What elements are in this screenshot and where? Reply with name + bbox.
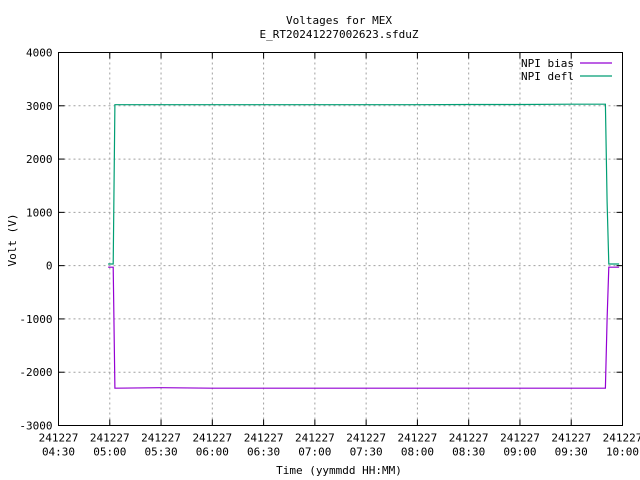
y-tick-label: -2000 [19, 366, 52, 379]
x-axis: 24122704:3024122705:0024122705:302412270… [39, 52, 640, 459]
x-tick-label-date: 241227 [346, 432, 386, 445]
x-tick-label-time: 09:30 [555, 446, 588, 459]
x-tick-label-time: 10:00 [606, 446, 639, 459]
y-tick-label: -3000 [19, 420, 52, 433]
y-tick-label: 3000 [26, 100, 53, 113]
x-tick-label-date: 241227 [500, 432, 540, 445]
x-tick-label-time: 05:30 [144, 446, 177, 459]
chart-title: Voltages for MEX [286, 14, 392, 27]
legend-label-npi-bias: NPI bias [521, 57, 574, 70]
x-tick-label-date: 241227 [244, 432, 284, 445]
series-line-npi-defl [108, 103, 620, 265]
x-tick-label-date: 241227 [192, 432, 232, 445]
x-tick-label-time: 09:00 [503, 446, 536, 459]
x-tick-label-date: 241227 [295, 432, 335, 445]
x-tick-label-date: 241227 [39, 432, 79, 445]
plot-border [58, 52, 623, 426]
legend: NPI bias NPI defl [521, 57, 612, 83]
x-tick-label-time: 07:30 [350, 446, 383, 459]
x-tick-label-time: 06:00 [196, 446, 229, 459]
y-tick-label: 2000 [26, 153, 53, 166]
x-tick-label-date: 241227 [603, 432, 640, 445]
y-axis: -3000 -2000 -1000 0 1000 2000 3000 4000 [19, 47, 623, 433]
grid [58, 52, 623, 426]
x-tick-label-time: 08:00 [401, 446, 434, 459]
x-tick-label-time: 06:30 [247, 446, 280, 459]
x-tick-label-date: 241227 [398, 432, 438, 445]
x-tick-label-date: 241227 [90, 432, 130, 445]
x-tick-label-date: 241227 [141, 432, 181, 445]
y-axis-label: Volt (V) [6, 214, 19, 267]
x-tick-label-time: 04:30 [42, 446, 75, 459]
series-lines [108, 103, 620, 389]
x-tick-label-date: 241227 [551, 432, 591, 445]
x-tick-label-time: 07:00 [298, 446, 331, 459]
y-tick-label: 0 [46, 260, 53, 273]
x-axis-label: Time (yymmdd HH:MM) [276, 464, 402, 477]
y-tick-label: 1000 [26, 206, 53, 219]
x-tick-label-time: 05:00 [93, 446, 126, 459]
x-tick-label-date: 241227 [449, 432, 489, 445]
legend-label-npi-defl: NPI defl [521, 70, 574, 83]
y-tick-label: 4000 [26, 47, 53, 60]
chart-subtitle: E_RT20241227002623.sfduZ [260, 28, 419, 41]
series-line-npi-bias [108, 266, 620, 389]
y-tick-label: -1000 [19, 313, 52, 326]
x-tick-label-time: 08:30 [452, 446, 485, 459]
